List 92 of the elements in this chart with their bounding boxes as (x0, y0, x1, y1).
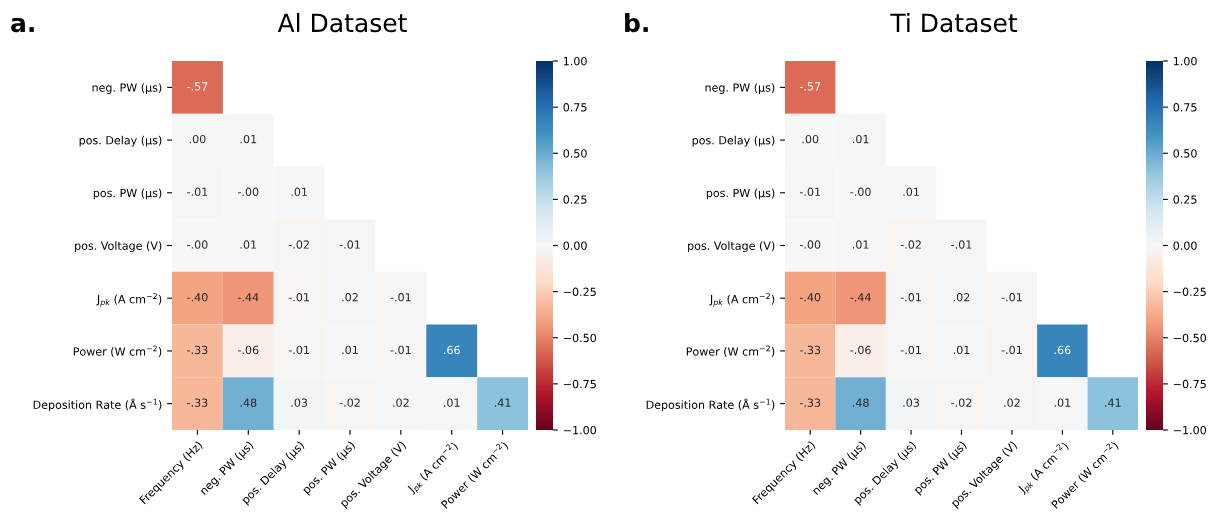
data-label: -.02 (288, 240, 309, 249)
color-bar-label: −0.75 (1173, 379, 1206, 389)
data-label: .01 (240, 134, 257, 144)
color-bar-label: 0.50 (563, 149, 587, 158)
data-label: .01 (291, 187, 307, 197)
color-bar-label: −0.50 (1173, 333, 1207, 343)
data-label: -.01 (799, 187, 821, 197)
data-label: -.33 (187, 398, 208, 407)
color-bar-label: 0.00 (563, 241, 587, 250)
chart-title: Ti Dataset (890, 12, 1018, 33)
color-bar-label: 0.00 (1173, 241, 1197, 250)
data-label: -.06 (237, 345, 259, 355)
data-label: -.01 (900, 345, 921, 355)
y-tick-label: J$_{pk}$ (A cm$^{−2}$) (709, 293, 775, 307)
data-label: .01 (953, 345, 970, 355)
data-label: -.06 (850, 345, 871, 355)
color-bar-label: 1.00 (1173, 56, 1197, 66)
data-label: .01 (444, 398, 460, 407)
data-label: -.40 (799, 293, 821, 302)
data-label: .00 (189, 134, 206, 144)
y-tick-label: neg. PW (µs) (705, 83, 775, 94)
data-label: .02 (342, 293, 358, 302)
data-label: .01 (240, 240, 257, 249)
data-label: .66 (1054, 345, 1071, 355)
data-label: .02 (1004, 398, 1020, 407)
data-label: -.33 (799, 398, 821, 407)
data-label: -.40 (187, 293, 208, 302)
data-label: -.33 (799, 345, 821, 355)
data-label: .48 (853, 398, 869, 407)
data-label: -.01 (390, 293, 411, 302)
color-bar-label: −1.00 (1173, 425, 1207, 435)
color-bar-label: 1.00 (563, 56, 587, 66)
data-label: .01 (853, 134, 869, 144)
data-label: .41 (1105, 398, 1121, 407)
data-label: -.01 (288, 345, 309, 355)
color-bar-label: 0.50 (1173, 149, 1197, 158)
text: a. (11, 17, 34, 33)
data-label: -.01 (339, 240, 360, 249)
data-label: .01 (342, 345, 358, 355)
data-label: .02 (393, 398, 409, 407)
color-bar-label: 0.75 (563, 103, 587, 112)
data-label: -.00 (187, 240, 208, 249)
data-label: -.44 (237, 293, 259, 302)
data-label: .66 (444, 345, 460, 355)
y-tick-label: Power (W cm$^{−2}$) (73, 345, 162, 357)
y-tick-label: pos. Delay (µs) (692, 135, 775, 147)
data-label: -.01 (900, 293, 921, 302)
color-bar-label: −0.75 (563, 379, 596, 389)
y-tick-label: pos. PW (µs) (93, 188, 162, 200)
y-tick-label: pos. PW (µs) (706, 188, 775, 200)
text: b. (625, 12, 648, 33)
data-label: .00 (802, 134, 819, 144)
color-bar-label: 0.25 (1173, 195, 1197, 204)
data-label: -.02 (339, 398, 360, 407)
data-label: -.02 (900, 240, 921, 249)
y-tick-label: pos. Voltage (V) (75, 241, 162, 253)
color-bar-label: −0.25 (563, 287, 596, 296)
data-label: .02 (953, 293, 970, 302)
y-tick-label: pos. Voltage (V) (688, 241, 775, 253)
color-bar-label: 0.75 (1173, 103, 1197, 112)
color-bar-label: −1.00 (563, 425, 597, 435)
data-label: -.01 (1001, 293, 1022, 302)
data-label: -.01 (1001, 345, 1022, 355)
data-label: -.01 (951, 240, 972, 249)
data-label: .03 (291, 398, 308, 407)
y-tick-label: Deposition Rate (Å s$^{−1}$) (33, 398, 162, 412)
data-label: -.00 (237, 187, 259, 197)
y-tick-label: neg. PW (µs) (92, 83, 162, 94)
data-label: -.00 (850, 187, 871, 197)
chart-title: Al Dataset (277, 12, 407, 33)
data-label: -.00 (799, 240, 821, 249)
data-label: .48 (240, 398, 257, 407)
color-bar-label: 0.25 (563, 195, 587, 204)
data-label: .41 (494, 398, 511, 407)
data-label: -.01 (288, 293, 309, 302)
data-label: -.57 (799, 82, 821, 91)
data-label: -.44 (850, 293, 871, 302)
y-tick-label: Deposition Rate (Å s$^{−1}$) (646, 398, 775, 412)
y-tick-label: Power (W cm$^{−2}$) (686, 345, 775, 357)
data-label: -.01 (187, 187, 208, 197)
data-label: .01 (853, 240, 869, 249)
data-label: -.02 (951, 398, 972, 407)
data-label: -.01 (390, 345, 411, 355)
color-bar-label: −0.50 (563, 333, 597, 343)
data-label: .01 (903, 187, 919, 197)
y-tick-label: pos. Delay (µs) (79, 135, 162, 147)
data-label: .01 (1054, 398, 1071, 407)
data-label: -.33 (187, 345, 208, 355)
y-tick-label: J$_{pk}$ (A cm$^{−2}$) (96, 293, 162, 307)
data-label: .03 (903, 398, 920, 407)
data-label: -.57 (187, 82, 208, 91)
color-bar-label: −0.25 (1173, 287, 1206, 296)
